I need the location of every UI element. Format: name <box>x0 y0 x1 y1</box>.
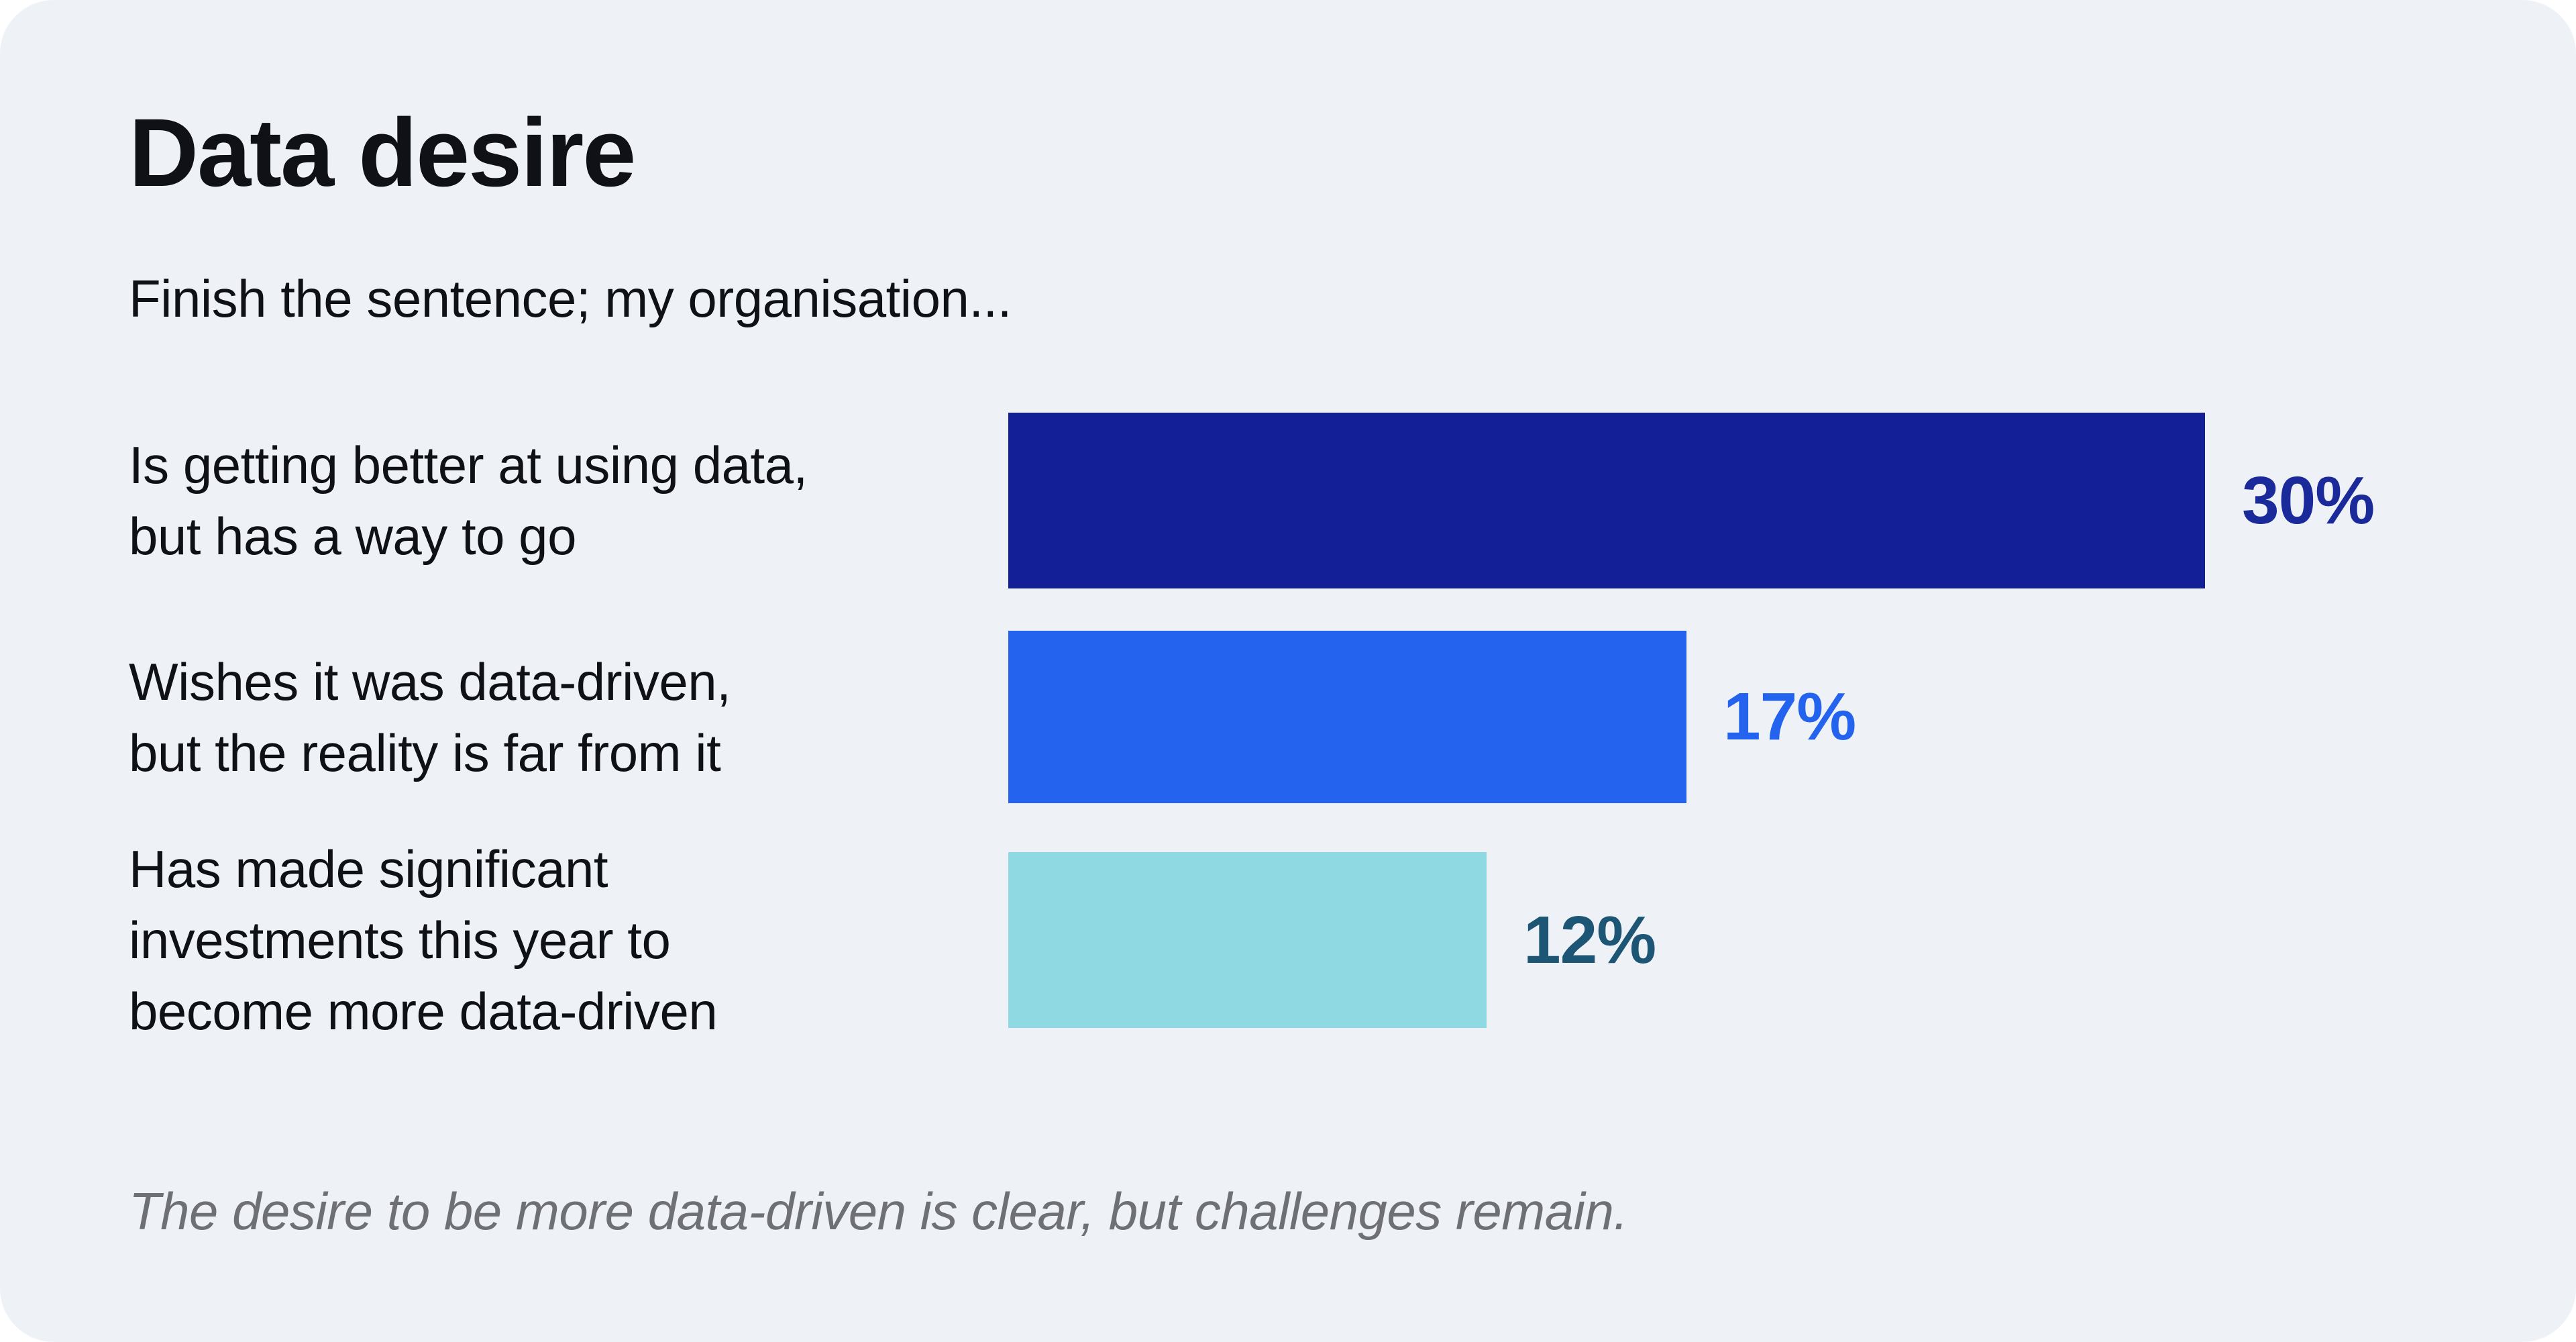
bar-row: Has made significant investments this ye… <box>129 839 2576 1041</box>
footnote: The desire to be more data-driven is cle… <box>129 1182 1628 1241</box>
value-label: 30% <box>2242 462 2375 538</box>
bar-label: Wishes it was data-driven, but the reali… <box>129 652 731 782</box>
value-label: 12% <box>1523 902 1656 978</box>
bar-row: Is getting better at using data, but has… <box>129 413 2576 588</box>
page-title: Data desire <box>129 99 636 207</box>
bar-label: Has made significant investments this ye… <box>129 839 718 1041</box>
bar-label: Is getting better at using data, but has… <box>129 435 808 566</box>
bar <box>1008 631 1686 803</box>
value-label: 17% <box>1723 679 1856 754</box>
bar-row: Wishes it was data-driven, but the reali… <box>129 631 2576 803</box>
bar <box>1008 413 2205 588</box>
bar <box>1008 852 1487 1028</box>
page-subtitle: Finish the sentence; my organisation... <box>129 269 1012 328</box>
